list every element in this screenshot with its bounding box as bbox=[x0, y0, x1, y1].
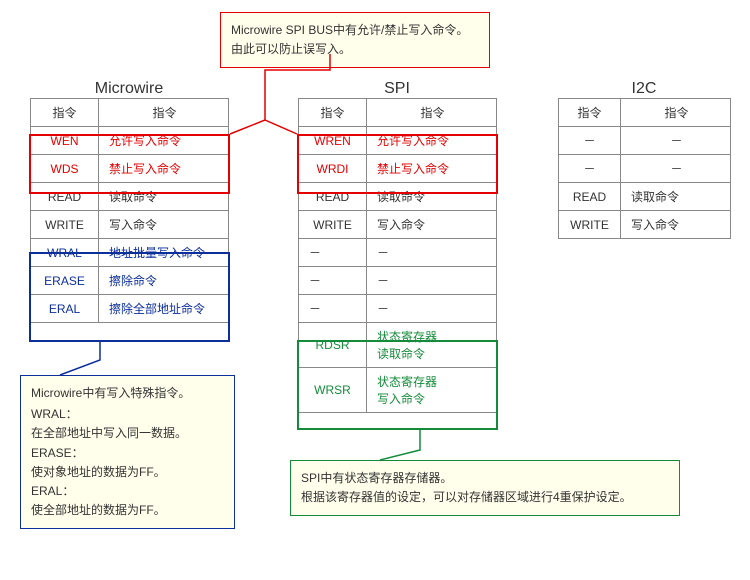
spi-row-write: WRITE 写入命令 bbox=[299, 211, 497, 239]
microwire-table: 指令 指令 WEN 允许写入命令 WDS 禁止写入命令 READ 读取命令 WR… bbox=[30, 98, 229, 323]
mw-erase-d: 擦除命令 bbox=[99, 267, 229, 295]
i2c-h2: 指令 bbox=[621, 99, 731, 127]
spi-row-e2: － － bbox=[299, 267, 497, 295]
i2c-write-c: WRITE bbox=[559, 211, 621, 239]
i2c-row-read: READ 读取命令 bbox=[559, 183, 731, 211]
mw-h1: 指令 bbox=[31, 99, 99, 127]
mw-row-wds: WDS 禁止写入命令 bbox=[31, 155, 229, 183]
spi-write-d: 写入命令 bbox=[367, 211, 497, 239]
spi-wren-d: 允许写入命令 bbox=[367, 127, 497, 155]
spi-read-d: 读取命令 bbox=[367, 183, 497, 211]
note-top-l1: Microwire SPI BUS中有允许/禁止写入命令。 bbox=[231, 21, 479, 40]
spi-e3-d: － bbox=[367, 295, 497, 323]
spi-row-e3: － － bbox=[299, 295, 497, 323]
mw-row-erase: ERASE 擦除命令 bbox=[31, 267, 229, 295]
i2c-e1-d: － bbox=[621, 127, 731, 155]
i2c-read-d: 读取命令 bbox=[621, 183, 731, 211]
i2c-h1: 指令 bbox=[559, 99, 621, 127]
spi-rdsr-d1: 状态寄存器 bbox=[377, 328, 488, 345]
mw-row-write: WRITE 写入命令 bbox=[31, 211, 229, 239]
spi-row-wrsr: WRSR 状态寄存器 写入命令 bbox=[299, 368, 497, 413]
spi-row-wren: WREN 允许写入命令 bbox=[299, 127, 497, 155]
i2c-row-write: WRITE 写入命令 bbox=[559, 211, 731, 239]
mw-write-c: WRITE bbox=[31, 211, 99, 239]
spi-wrsr-d1: 状态寄存器 bbox=[377, 373, 488, 390]
spi-wren-c: WREN bbox=[299, 127, 367, 155]
spi-read-c: READ bbox=[299, 183, 367, 211]
i2c-block: I2C 指令 指令 － － － － READ 读取命令 WRITE 写入命令 bbox=[558, 80, 731, 239]
spi-row-read: READ 读取命令 bbox=[299, 183, 497, 211]
i2c-row-e1: － － bbox=[559, 127, 731, 155]
spi-e1-d: － bbox=[367, 239, 497, 267]
i2c-header: 指令 指令 bbox=[559, 99, 731, 127]
mw-wral-c: WRAL bbox=[31, 239, 99, 267]
mw-wral-d: 地址批量写入命令 bbox=[99, 239, 229, 267]
mw-wds-d: 禁止写入命令 bbox=[99, 155, 229, 183]
spi-wrdi-d: 禁止写入命令 bbox=[367, 155, 497, 183]
nb-l2: WRAL： bbox=[31, 405, 224, 424]
note-top: Microwire SPI BUS中有允许/禁止写入命令。 由此可以防止误写入。 bbox=[220, 12, 490, 68]
i2c-e1-c: － bbox=[559, 127, 621, 155]
mw-eral-d: 擦除全部地址命令 bbox=[99, 295, 229, 323]
spi-block: SPI 指令 指令 WREN 允许写入命令 WRDI 禁止写入命令 READ 读… bbox=[298, 80, 497, 413]
spi-title: SPI bbox=[298, 80, 496, 98]
spi-e1-c: － bbox=[299, 239, 367, 267]
spi-wrsr-d2: 写入命令 bbox=[377, 390, 488, 407]
i2c-write-d: 写入命令 bbox=[621, 211, 731, 239]
mw-row-read: READ 读取命令 bbox=[31, 183, 229, 211]
mw-write-d: 写入命令 bbox=[99, 211, 229, 239]
nb-l6: ERAL： bbox=[31, 482, 224, 501]
mw-h2: 指令 bbox=[99, 99, 229, 127]
spi-e2-c: － bbox=[299, 267, 367, 295]
nb-l1: Microwire中有写入特殊指令。 bbox=[31, 384, 224, 403]
ng-l2: 根据该寄存器值的设定，可以对存储器区域进行4重保护设定。 bbox=[301, 488, 669, 507]
mw-wds-c: WDS bbox=[31, 155, 99, 183]
nb-l5: 使对象地址的数据为FF。 bbox=[31, 463, 224, 482]
mw-read-c: READ bbox=[31, 183, 99, 211]
spi-e3-c: － bbox=[299, 295, 367, 323]
spi-wrdi-c: WRDI bbox=[299, 155, 367, 183]
spi-row-rdsr: RDSR 状态寄存器 读取命令 bbox=[299, 323, 497, 368]
i2c-e2-d: － bbox=[621, 155, 731, 183]
spi-e2-d: － bbox=[367, 267, 497, 295]
spi-table: 指令 指令 WREN 允许写入命令 WRDI 禁止写入命令 READ 读取命令 … bbox=[298, 98, 497, 413]
mw-row-eral: ERAL 擦除全部地址命令 bbox=[31, 295, 229, 323]
i2c-read-c: READ bbox=[559, 183, 621, 211]
spi-wrsr-c: WRSR bbox=[299, 368, 367, 413]
note-blue: Microwire中有写入特殊指令。 WRAL： 在全部地址中写入同一数据。 E… bbox=[20, 375, 235, 529]
nb-l3: 在全部地址中写入同一数据。 bbox=[31, 424, 224, 443]
spi-write-c: WRITE bbox=[299, 211, 367, 239]
mw-wen-d: 允许写入命令 bbox=[99, 127, 229, 155]
note-green: SPI中有状态寄存器存储器。 根据该寄存器值的设定，可以对存储器区域进行4重保护… bbox=[290, 460, 680, 516]
i2c-table: 指令 指令 － － － － READ 读取命令 WRITE 写入命令 bbox=[558, 98, 731, 239]
spi-wrsr-d: 状态寄存器 写入命令 bbox=[367, 368, 497, 413]
mw-header: 指令 指令 bbox=[31, 99, 229, 127]
spi-row-e1: － － bbox=[299, 239, 497, 267]
i2c-title: I2C bbox=[558, 80, 730, 98]
spi-rdsr-d: 状态寄存器 读取命令 bbox=[367, 323, 497, 368]
mw-row-wral: WRAL 地址批量写入命令 bbox=[31, 239, 229, 267]
microwire-title: Microwire bbox=[30, 80, 228, 98]
mw-row-wen: WEN 允许写入命令 bbox=[31, 127, 229, 155]
ng-l1: SPI中有状态寄存器存储器。 bbox=[301, 469, 669, 488]
spi-h1: 指令 bbox=[299, 99, 367, 127]
nb-l7: 使全部地址的数据为FF。 bbox=[31, 501, 224, 520]
i2c-row-e2: － － bbox=[559, 155, 731, 183]
i2c-e2-c: － bbox=[559, 155, 621, 183]
spi-header: 指令 指令 bbox=[299, 99, 497, 127]
mw-erase-c: ERASE bbox=[31, 267, 99, 295]
microwire-block: Microwire 指令 指令 WEN 允许写入命令 WDS 禁止写入命令 RE… bbox=[30, 80, 229, 323]
spi-h2: 指令 bbox=[367, 99, 497, 127]
mw-wen-c: WEN bbox=[31, 127, 99, 155]
note-top-l2: 由此可以防止误写入。 bbox=[231, 40, 479, 59]
spi-rdsr-d2: 读取命令 bbox=[377, 345, 488, 362]
mw-eral-c: ERAL bbox=[31, 295, 99, 323]
spi-row-wrdi: WRDI 禁止写入命令 bbox=[299, 155, 497, 183]
nb-l4: ERASE： bbox=[31, 444, 224, 463]
spi-rdsr-c: RDSR bbox=[299, 323, 367, 368]
mw-read-d: 读取命令 bbox=[99, 183, 229, 211]
